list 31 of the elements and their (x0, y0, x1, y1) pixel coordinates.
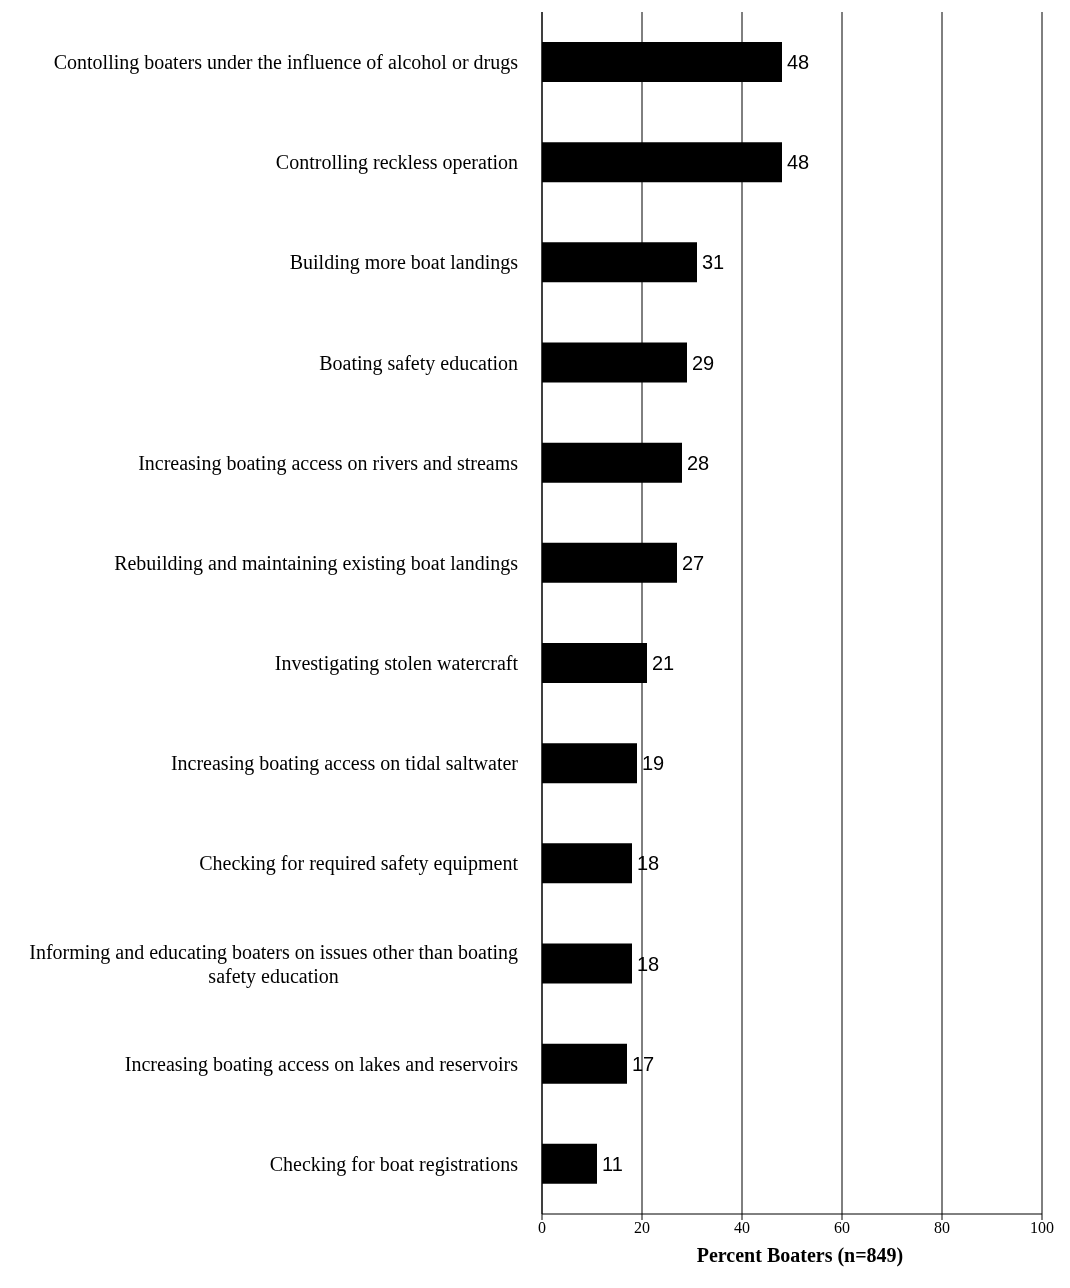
x-tick-label: 60 (834, 1219, 850, 1237)
y-tick-label: Informing and educating boaters on issues other than boating safety education (29, 940, 519, 988)
data-label: 17 (632, 1052, 655, 1075)
x-tick-label: 80 (934, 1219, 950, 1237)
data-label: 27 (682, 551, 705, 574)
data-label: 28 (687, 451, 710, 474)
data-label: 18 (637, 852, 660, 875)
y-tick-label: Increasing boating access on lakes and reservoirs (124, 1052, 519, 1076)
y-tick-label: Increasing boating access on rivers and streams (138, 451, 519, 475)
data-label: 48 (787, 151, 810, 174)
x-axis-title: Percent Boaters (n=849) (695, 1244, 905, 1267)
x-tick-label: 40 (734, 1219, 750, 1237)
y-tick-label: Increasing boating access on tidal saltwater (170, 752, 519, 776)
y-tick-label: Checking for boat registrations (269, 1152, 519, 1176)
y-tick-label: Building more boat landings (289, 251, 519, 275)
data-label: 31 (702, 251, 725, 274)
x-tick-label: 20 (634, 1219, 650, 1237)
data-label: 48 (787, 51, 810, 74)
x-tick-label: 0 (538, 1219, 546, 1237)
data-label: 29 (692, 351, 715, 374)
y-tick-label: Checking for required safety equipment (199, 852, 519, 876)
y-tick-label: Investigating stolen watercraft (274, 652, 519, 676)
y-tick-label: Rebuilding and maintaining existing boat landings (114, 551, 519, 575)
data-label: 11 (602, 1152, 623, 1175)
data-label: 19 (642, 752, 665, 775)
data-label: 18 (637, 952, 660, 975)
x-tick-label: 100 (1030, 1219, 1054, 1237)
y-tick-label: Controlling reckless operation (275, 151, 518, 175)
y-tick-label: Boating safety education (319, 351, 518, 375)
y-tick-label: Contolling boaters under the influence of alcohol or drugs (53, 51, 519, 75)
data-label: 21 (652, 652, 675, 675)
